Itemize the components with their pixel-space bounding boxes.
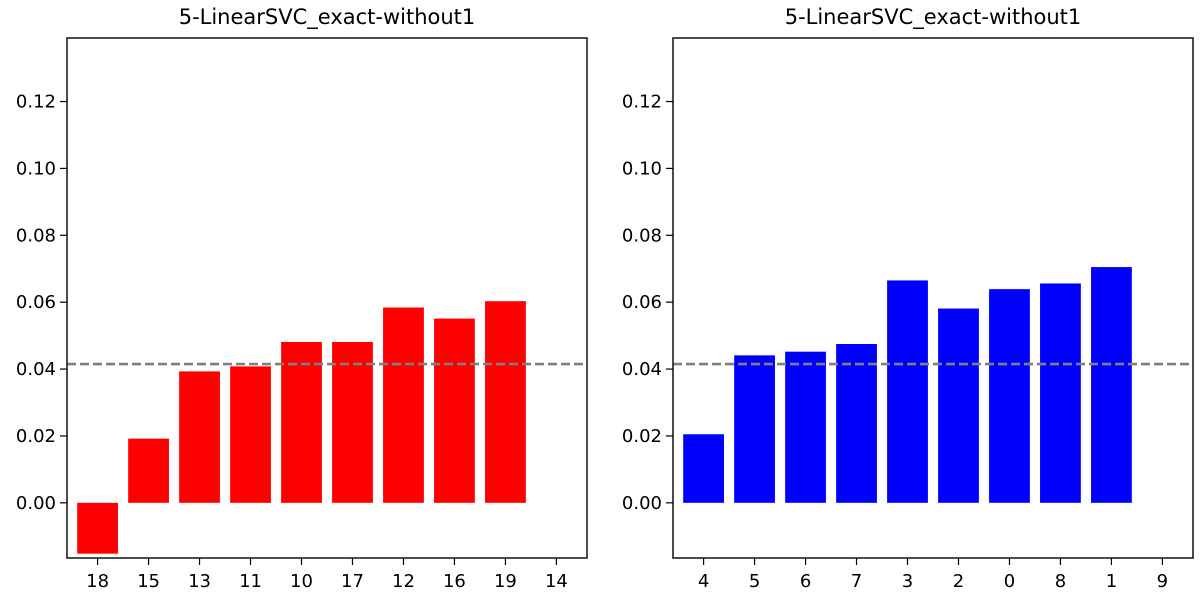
bar-17	[332, 341, 373, 503]
y-tick-label: 0.06	[622, 292, 662, 313]
x-tick-label: 14	[545, 571, 568, 592]
x-tick-label: 16	[443, 571, 466, 592]
x-tick-label: 6	[800, 571, 811, 592]
y-tick-label: 0.12	[16, 92, 56, 113]
chart-title: 5-LinearSVC_exact-without1	[179, 5, 476, 30]
left-bar-chart: 5-LinearSVC_exact-without1 18 15 13 11 10 17 1…	[16, 5, 588, 592]
bar-7	[836, 343, 877, 503]
y-tick-label: 0.02	[16, 426, 56, 447]
bar-2	[938, 308, 979, 503]
right-bar-chart: 5-LinearSVC_exact-without1 4 5 6 7 3 2 0 8 1 9 0.0…	[622, 5, 1194, 592]
x-tick-label: 2	[953, 571, 964, 592]
bar-4	[683, 434, 724, 503]
x-tick-label: 10	[290, 571, 313, 592]
plot-frame	[66, 37, 588, 559]
x-tick-label: 15	[137, 571, 160, 592]
bar-11	[230, 366, 271, 503]
y-tick-label: 0.04	[622, 359, 662, 380]
x-tick-label: 7	[851, 571, 862, 592]
x-tick-label: 8	[1055, 571, 1066, 592]
x-tick-label: 19	[494, 571, 517, 592]
bar-8	[1040, 283, 1081, 503]
y-tick-label: 0.02	[622, 426, 662, 447]
x-tick-label: 9	[1157, 571, 1168, 592]
bar-16	[434, 318, 475, 503]
y-tick-label: 0.04	[16, 359, 56, 380]
x-tick-label: 1	[1106, 571, 1117, 592]
x-tick-label: 4	[698, 571, 709, 592]
y-tick-label: 0.12	[622, 92, 662, 113]
chart-title: 5-LinearSVC_exact-without1	[785, 5, 1082, 30]
bar-15	[128, 438, 169, 503]
y-tick-label: 0.10	[622, 158, 662, 179]
bar-5	[734, 355, 775, 503]
y-tick-label: 0.00	[622, 493, 662, 514]
plot-frame	[672, 37, 1194, 559]
y-tick-label: 0.10	[16, 158, 56, 179]
y-tick-label: 0.06	[16, 292, 56, 313]
bar-3	[887, 280, 928, 503]
x-tick-label: 0	[1004, 571, 1015, 592]
x-tick-label: 13	[188, 571, 211, 592]
y-tick-label: 0.00	[16, 493, 56, 514]
x-tick-label: 11	[239, 571, 262, 592]
x-tick-label: 5	[749, 571, 760, 592]
y-tick-label: 0.08	[16, 225, 56, 246]
bar-6	[785, 351, 826, 503]
x-tick-label: 3	[902, 571, 913, 592]
x-tick-label: 17	[341, 571, 364, 592]
bar-10	[281, 341, 322, 503]
bar-12	[383, 307, 424, 503]
bar-0	[989, 289, 1030, 503]
x-tick-label: 12	[392, 571, 415, 592]
bar-13	[179, 371, 220, 503]
y-tick-label: 0.08	[622, 225, 662, 246]
bar-1	[1091, 267, 1132, 503]
bar-18	[77, 502, 118, 554]
bar-19	[485, 301, 526, 503]
x-tick-label: 18	[86, 571, 109, 592]
